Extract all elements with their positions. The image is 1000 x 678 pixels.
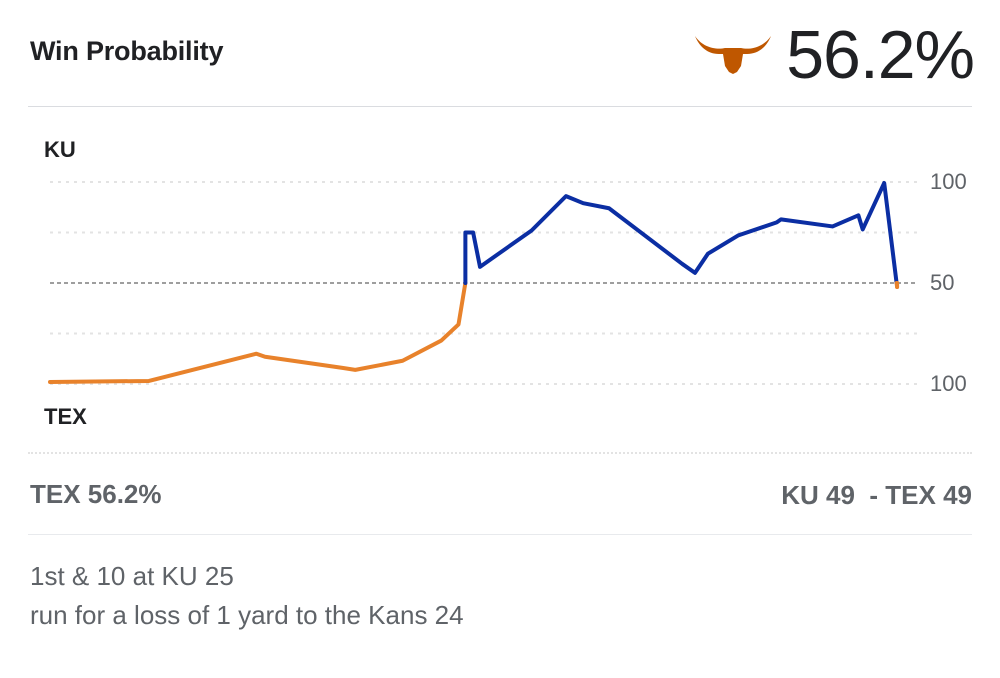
longhorn-icon [695,36,771,74]
bottom-team-label: TEX [44,404,87,429]
chart-lines [48,181,900,384]
y-tick-label-mid: 50 [930,270,955,295]
chart-gridlines [50,181,918,385]
win-probability-line-ku [463,181,899,285]
header-divider [28,106,972,107]
current-leader-status: TEX 56.2% [30,479,162,509]
top-team-label: KU [44,137,76,162]
chart-divider [28,452,972,454]
play-description: run for a loss of 1 yard to the Kans 24 [30,600,464,630]
play-divider [28,534,972,535]
leader-win-percentage: 56.2% [786,17,975,93]
y-tick-label-bottom: 100 [930,371,967,396]
win-probability-line-tex [48,281,468,384]
card-title: Win Probability [30,36,224,66]
play-down-distance: 1st & 10 at KU 25 [30,561,234,591]
score-status: KU 49 - TEX 49 [781,480,972,510]
y-tick-label-top: 100 [930,169,967,194]
